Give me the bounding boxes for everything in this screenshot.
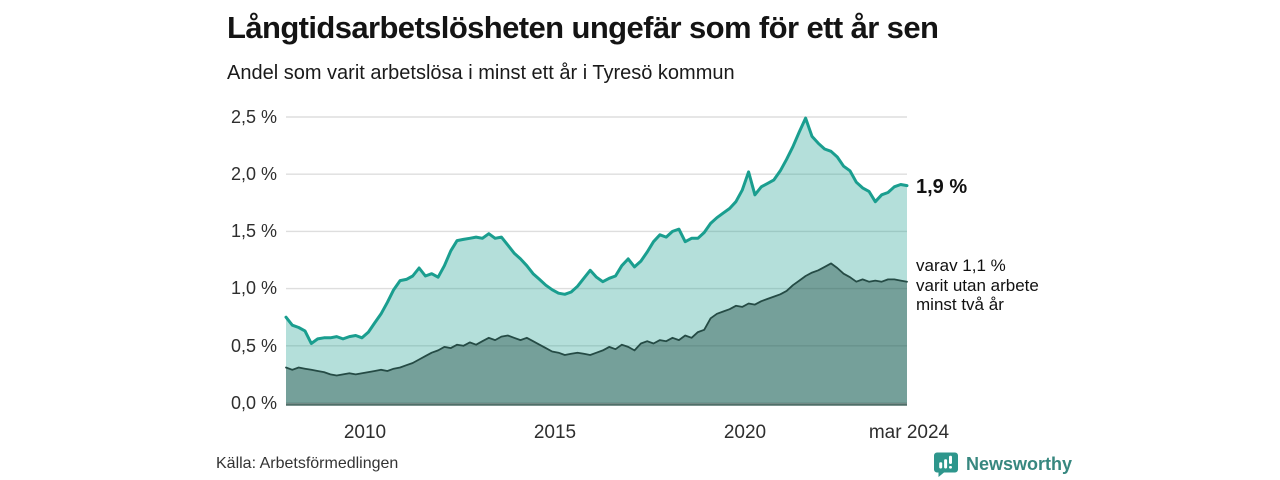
area-two-year-unemployed: [286, 263, 907, 403]
latest-value-label: 1,9 %: [916, 176, 968, 198]
x-tick-mar-2024: mar 2024: [868, 422, 950, 443]
subset-annotation-line3: minst två år: [916, 295, 1004, 314]
subset-annotation: varav 1,1 % varit utan arbete minst två …: [916, 256, 1039, 315]
page-title: Långtidsarbetslösheten ungefär som för e…: [227, 10, 939, 45]
line-two-year-unemployed: [285, 262, 908, 377]
y-tick-0-0: 0,0 %: [230, 393, 277, 413]
y-tick-2-0: 2,0 %: [230, 164, 277, 184]
newsworthy-bars-icon: [934, 452, 958, 477]
x-tick-2015: 2015: [533, 422, 577, 443]
x-tick-2010: 2010: [343, 422, 387, 443]
y-tick-0-5: 0,5 %: [230, 336, 277, 356]
subset-annotation-line2: varit utan arbete: [916, 275, 1039, 295]
line-total-unemployed: [284, 116, 909, 345]
subset-annotation-line1: varav 1,1 %: [916, 256, 1006, 275]
newsworthy-wordmark: Newsworthy: [966, 454, 1073, 474]
y-tick-2-5: 2,5 %: [230, 107, 277, 127]
y-tick-1-5: 1,5 %: [230, 221, 277, 241]
gridlines: [286, 116, 907, 404]
area-total-unemployed: [286, 118, 907, 403]
x-tick-2020: 2020: [723, 422, 767, 443]
chart-subtitle: Andel som varit arbetslösa i minst ett å…: [227, 62, 735, 84]
source-credit: Källa: Arbetsförmedlingen: [216, 455, 399, 472]
newsworthy-logo[interactable]: Newsworthy: [933, 451, 1072, 478]
y-tick-1-0: 1,0 %: [230, 278, 277, 298]
